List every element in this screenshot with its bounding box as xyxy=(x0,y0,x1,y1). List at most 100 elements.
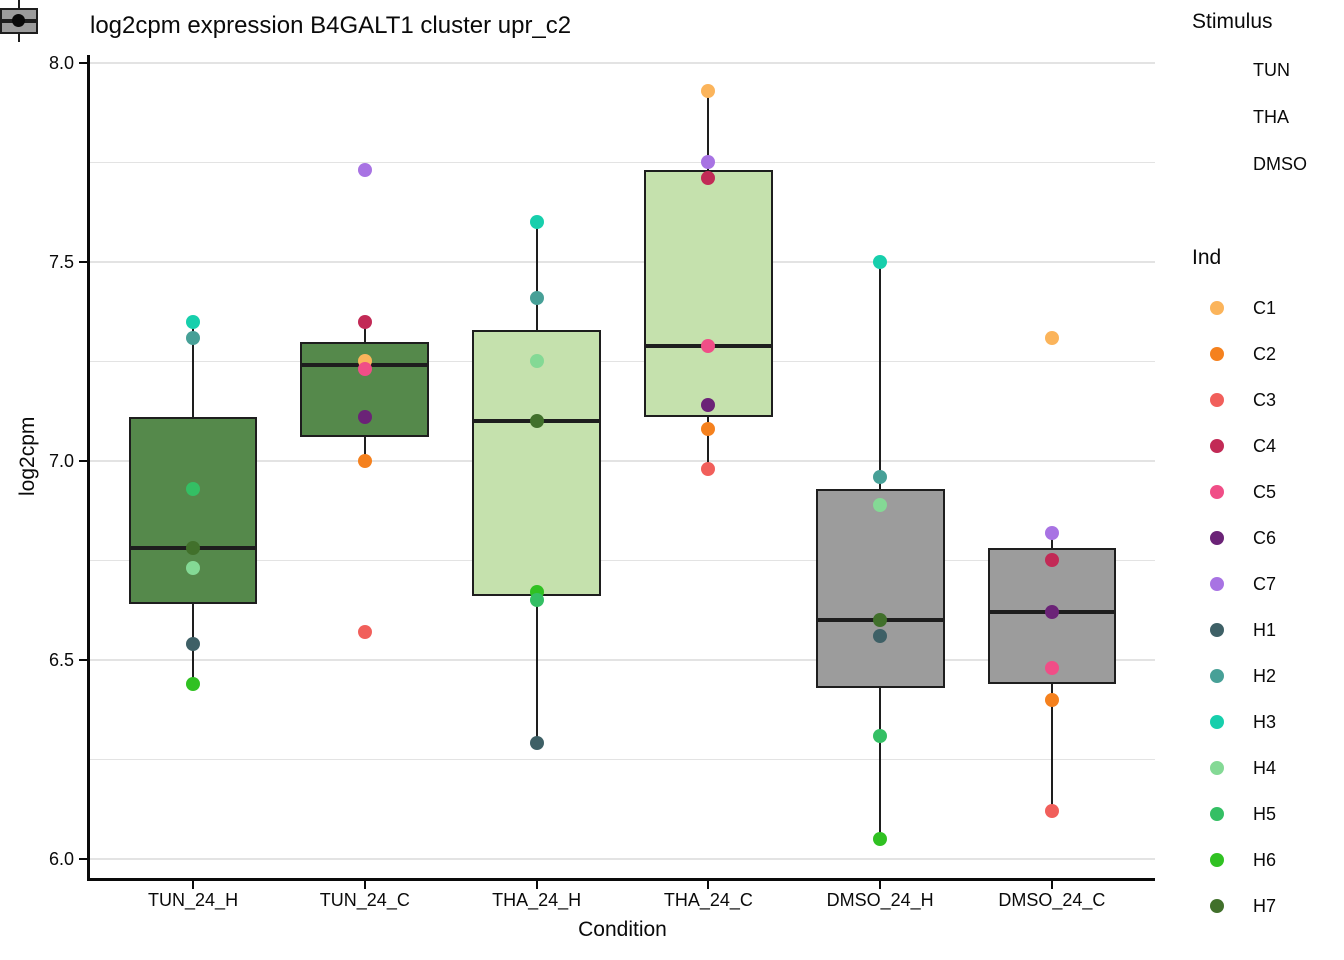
point-THA_24_C-C3 xyxy=(701,461,716,476)
box-THA_24_H xyxy=(472,329,602,597)
whisker-lower-THA_24_H xyxy=(535,596,538,744)
point-THA_24_H-H1 xyxy=(529,736,544,751)
legend-dot-H1 xyxy=(1210,623,1224,637)
point-TUN_24_C-C6 xyxy=(357,410,372,425)
x-tick xyxy=(535,881,538,889)
legend-ind-title: Ind xyxy=(1192,246,1222,269)
legend-dot-C6 xyxy=(1210,531,1224,545)
legend-dot-H5 xyxy=(1210,807,1224,821)
legend-key-DMSO xyxy=(0,0,38,126)
whisker-lower-DMSO_24_C xyxy=(1050,683,1053,812)
point-DMSO_24_C-C1 xyxy=(1044,330,1059,345)
legend-dot-C3 xyxy=(1210,393,1224,407)
x-tick xyxy=(192,881,195,889)
whisker-upper-TUN_24_H xyxy=(192,321,195,418)
point-TUN_24_H-H3 xyxy=(186,314,201,329)
legend-dot-H3 xyxy=(1210,715,1224,729)
gridline-minor xyxy=(90,360,1155,362)
legend-dot-C5 xyxy=(1210,485,1224,499)
x-tick-label-THA_24_C: THA_24_C xyxy=(663,890,753,910)
legend-label-DMSO: DMSO xyxy=(1253,154,1307,174)
gridline-major xyxy=(90,658,1155,661)
gridline-minor xyxy=(90,161,1155,163)
chart-title: log2cpm expression B4GALT1 cluster upr_c… xyxy=(90,12,572,39)
point-TUN_24_C-C2 xyxy=(357,453,372,468)
box-DMSO_24_H xyxy=(815,488,945,688)
point-TUN_24_H-H7 xyxy=(186,541,201,556)
point-DMSO_24_C-C5 xyxy=(1044,660,1059,675)
legend-stimulus: TUN THA DMSO xyxy=(0,0,1307,174)
x-tick-label-TUN_24_C: TUN_24_C xyxy=(319,890,410,910)
legend-dot-C1 xyxy=(1210,301,1224,315)
y-tick-label: 6.0 xyxy=(48,848,74,869)
point-THA_24_H-H4 xyxy=(529,354,544,369)
point-TUN_24_H-H6 xyxy=(186,676,201,691)
legend-label-TUN: TUN xyxy=(1253,60,1290,80)
point-TUN_24_H-H1 xyxy=(186,636,201,651)
box-TUN_24_H xyxy=(128,417,258,605)
point-DMSO_24_C-C3 xyxy=(1044,804,1059,819)
legend-label-H3: H3 xyxy=(1253,712,1277,732)
legend-label-THA: THA xyxy=(1253,107,1289,127)
y-tick xyxy=(79,260,87,263)
point-THA_24_C-C6 xyxy=(701,398,716,413)
whisker-upper-THA_24_C xyxy=(707,90,710,171)
point-THA_24_C-C7 xyxy=(701,155,716,170)
point-TUN_24_H-H2 xyxy=(186,330,201,345)
legend-dot-H2 xyxy=(1210,669,1224,683)
gridline-major xyxy=(90,857,1155,860)
whisker-upper-TUN_24_C xyxy=(363,321,366,342)
x-tick xyxy=(707,881,710,889)
legend-label-C6: C6 xyxy=(1253,528,1277,548)
y-tick-label: 8.0 xyxy=(48,52,74,73)
legend-label-H6: H6 xyxy=(1253,850,1277,870)
point-DMSO_24_H-H2 xyxy=(873,469,888,484)
legend-label-H2: H2 xyxy=(1253,666,1277,686)
point-TUN_24_C-C5 xyxy=(357,362,372,377)
point-DMSO_24_C-C7 xyxy=(1044,525,1059,540)
whisker-lower-TUN_24_C xyxy=(363,437,366,461)
gridline-major xyxy=(90,459,1155,462)
point-THA_24_C-C2 xyxy=(701,422,716,437)
point-DMSO_24_H-H6 xyxy=(873,831,888,846)
y-tick xyxy=(79,857,87,860)
whisker-upper-THA_24_H xyxy=(535,222,538,330)
point-THA_24_H-H2 xyxy=(529,290,544,305)
legend-label-C4: C4 xyxy=(1253,436,1277,456)
y-tick xyxy=(79,61,87,64)
point-DMSO_24_H-H4 xyxy=(873,497,888,512)
legend-dot-H7 xyxy=(1210,899,1224,913)
legend-label-H4: H4 xyxy=(1253,758,1277,778)
x-tick-label-DMSO_24_H: DMSO_24_H xyxy=(826,890,934,910)
point-DMSO_24_C-C4 xyxy=(1044,553,1059,568)
point-TUN_24_H-H4 xyxy=(186,561,201,576)
x-tick xyxy=(1050,881,1053,889)
legend-label-H1: H1 xyxy=(1253,620,1277,640)
y-tick-label: 7.5 xyxy=(48,251,74,272)
legend-dot-H4 xyxy=(1210,761,1224,775)
whisker-lower-THA_24_C xyxy=(707,417,710,469)
y-tick-label: 6.5 xyxy=(48,649,74,670)
point-DMSO_24_C-C6 xyxy=(1044,605,1059,620)
point-THA_24_H-H5 xyxy=(529,593,544,608)
point-DMSO_24_H-H1 xyxy=(873,629,888,644)
legend-label-H5: H5 xyxy=(1253,804,1277,824)
point-TUN_24_C-C3 xyxy=(357,625,372,640)
x-axis-line xyxy=(87,878,1155,881)
gridline-major xyxy=(90,61,1155,64)
gridline-major xyxy=(90,260,1155,263)
point-TUN_24_C-C7 xyxy=(357,163,372,178)
point-THA_24_C-C5 xyxy=(701,338,716,353)
y-tick xyxy=(79,459,87,462)
gridline-minor xyxy=(90,758,1155,760)
whisker-lower-DMSO_24_H xyxy=(879,687,882,839)
x-tick-label-TUN_24_H: TUN_24_H xyxy=(148,890,239,910)
point-THA_24_H-H7 xyxy=(529,414,544,429)
point-DMSO_24_H-H7 xyxy=(873,613,888,628)
whisker-upper-DMSO_24_C xyxy=(1050,532,1053,549)
legend-label-H7: H7 xyxy=(1253,896,1277,916)
legend-dot-C7 xyxy=(1210,577,1224,591)
legend-key-dot xyxy=(12,14,25,27)
